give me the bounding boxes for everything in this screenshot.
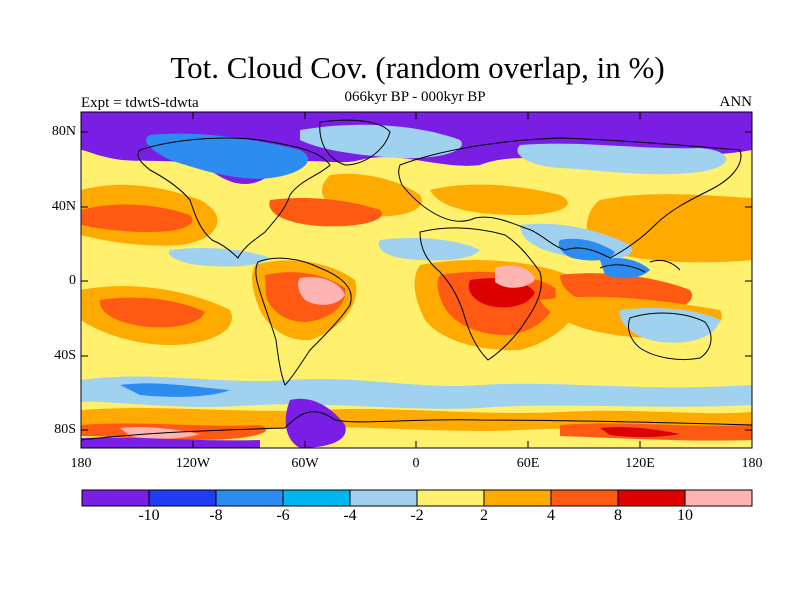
southern-ocean-lightblue — [81, 376, 752, 409]
colorbar-swatch — [684, 489, 753, 507]
southern-ocean-blue — [120, 383, 230, 397]
arctic-blue-band — [146, 133, 309, 179]
europe-asia-outline — [398, 137, 742, 259]
mideast-lightblue — [378, 238, 480, 261]
season-label: ANN — [719, 94, 753, 110]
africa-outline — [419, 227, 542, 361]
tropical-pacific-lightblue — [168, 247, 270, 267]
north-pacific-red — [81, 204, 193, 232]
lat-tick-label: 40S — [54, 348, 76, 363]
colorbar-label: -2 — [410, 507, 424, 524]
lon-tick-label: 60W — [291, 456, 319, 471]
experiment-label: Expt = tdwtS-tdwta — [81, 95, 199, 111]
eurasia-orange — [430, 184, 568, 215]
axis-ticks — [80, 112, 753, 448]
australia-lightblue — [619, 308, 720, 343]
arctic-lightblue — [300, 124, 462, 159]
antarctic-purple-2 — [81, 437, 260, 448]
africa-pink — [495, 265, 535, 288]
arctic-lightblue-2 — [517, 143, 727, 175]
lat-tick-label: 40N — [51, 199, 76, 214]
colorbar-label: -10 — [138, 507, 160, 524]
contour-field — [81, 112, 752, 448]
lat-tick-label: 80N — [51, 124, 76, 139]
north-atlantic-red — [269, 198, 382, 227]
lon-tick-label: 60E — [516, 456, 540, 471]
colorbar-label: 4 — [547, 507, 555, 524]
lat-tick-label: 80S — [54, 422, 76, 437]
colorbar-swatch — [215, 489, 284, 507]
antarctic-purple-1 — [285, 398, 346, 448]
lon-tick-label: 180 — [70, 456, 92, 471]
coastlines — [81, 119, 752, 441]
chart-title: Tot. Cloud Cov. (random overlap, in %) — [170, 50, 665, 85]
south-america-outline — [255, 257, 352, 386]
maritime-blue — [600, 258, 650, 279]
colorbar-label: 2 — [480, 507, 488, 524]
australia-outline — [627, 312, 712, 361]
colorbar-label: -6 — [276, 507, 290, 524]
lon-tick-label: 120E — [625, 456, 655, 471]
colorbar-swatch — [282, 489, 351, 507]
lon-tick-label: 180 — [741, 456, 763, 471]
lon-tick-label: 0 — [412, 456, 420, 471]
colorbar-label: -8 — [209, 507, 223, 524]
maritime-outline — [599, 259, 681, 273]
lat-tick-label: 0 — [69, 273, 76, 288]
colorbar-swatch — [416, 489, 485, 507]
colorbar-swatch — [617, 489, 686, 507]
south-pacific-red — [99, 297, 205, 328]
antarctic-darkred — [600, 427, 680, 438]
chart-subtitle: 066kyr BP - 000kyr BP — [344, 89, 486, 105]
colorbar-swatch — [483, 489, 552, 507]
north-america-outline — [137, 137, 331, 259]
colorbar-swatch — [550, 489, 619, 507]
colorbar-label: -4 — [343, 507, 357, 524]
colorbar — [81, 489, 753, 507]
colorbar-label: 8 — [614, 507, 622, 524]
colorbar-label: 10 — [677, 507, 693, 524]
colorbar-swatch — [148, 489, 217, 507]
antarctica-outline — [81, 411, 752, 441]
colorbar-swatch — [349, 489, 418, 507]
lon-tick-label: 120W — [175, 456, 211, 471]
greenland-outline — [319, 119, 391, 166]
south-america-pink — [297, 276, 345, 305]
colorbar-swatch — [81, 489, 150, 507]
